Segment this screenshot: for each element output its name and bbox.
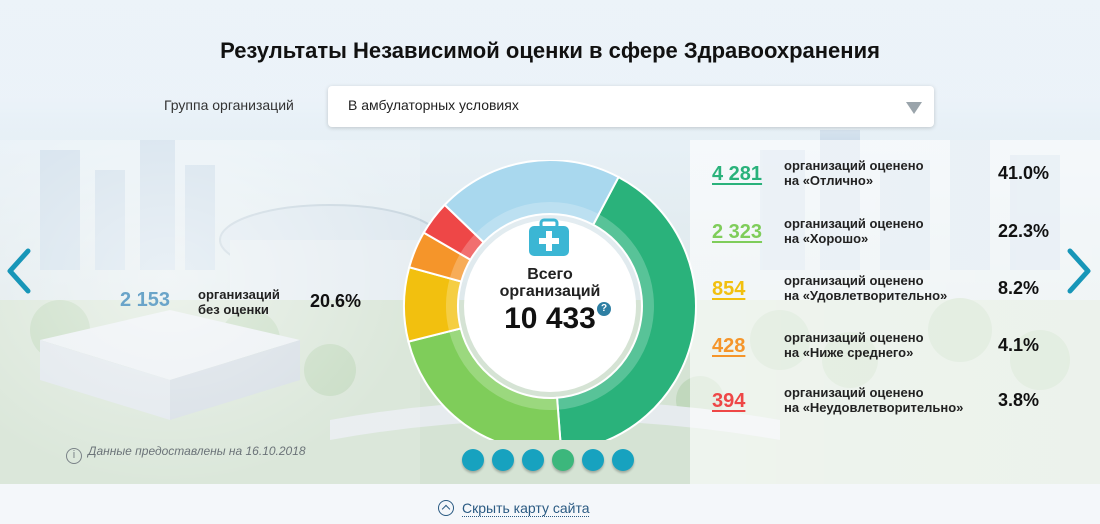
rating-desc-line2: на «Неудовлетворительно»: [784, 400, 964, 415]
source-note-text: Данные предоставлены на 16.10.2018: [88, 444, 306, 458]
hide-sitemap-text: Скрыть карту сайта: [462, 500, 590, 517]
rating-desc: организаций оценено на «Ниже среднего»: [784, 330, 924, 360]
no-evaluation-count: 2 153: [120, 289, 171, 311]
donut-segment-inner-ring: [557, 214, 654, 410]
rating-count[interactable]: 854: [712, 278, 746, 300]
rating-desc-line1: организаций оценено: [784, 216, 924, 231]
total-label: Всего организаций: [470, 266, 630, 300]
group-filter-label: Группа организаций: [164, 97, 294, 113]
right-overlay: [690, 140, 1100, 484]
left-overlay: [0, 140, 420, 484]
pager-dot[interactable]: [522, 449, 544, 471]
footer: [0, 484, 1100, 524]
page-title: Результаты Независимой оценки в сфере Зд…: [220, 38, 880, 63]
total-label-line1: Всего: [527, 266, 573, 283]
ratings-donut-chart: [403, 160, 697, 440]
rating-percent: 3.8%: [998, 390, 1040, 410]
donut-center: [464, 220, 636, 392]
chevron-left-icon[interactable]: [4, 248, 34, 294]
rating-row: 854 организаций оценено на «Удовлетворител…: [712, 273, 1062, 309]
donut-segment-inner-ring: [446, 278, 462, 332]
rating-desc-line2: на «Хорошо»: [784, 231, 869, 246]
slider-stage: [0, 0, 1100, 484]
group-filter-value: В амбулаторных условиях: [348, 97, 519, 113]
no-evaluation-desc-line2: без оценки: [198, 302, 269, 317]
pager-dot[interactable]: [582, 449, 604, 471]
no-evaluation-desc-line1: организаций: [198, 287, 280, 302]
rating-row: 428 организаций оценено на «Ниже среднего»…: [712, 330, 1062, 366]
total-label-line2: организаций: [499, 283, 601, 300]
pager-dot[interactable]: [492, 449, 514, 471]
donut-segment-no-evaluation: [443, 160, 620, 244]
medical-kit-icon: [529, 218, 569, 256]
rating-count[interactable]: 394: [712, 390, 746, 412]
pager-dot[interactable]: [462, 449, 484, 471]
donut-segment-inner-ring: [460, 233, 484, 260]
rating-row: 2 323 организаций оценено на «Хорошо» 22.3%: [712, 216, 1062, 252]
rating-row: 394 организаций оценено на «Неудовлетворит…: [712, 385, 1062, 421]
donut-segments: [403, 160, 697, 440]
no-evaluation-desc: организаций без оценки: [198, 287, 280, 317]
hide-sitemap-link[interactable]: Скрыть карту сайта: [438, 500, 590, 517]
rating-desc: организаций оценено на «Отлично»: [784, 158, 924, 188]
rating-count[interactable]: 4 281: [712, 163, 763, 185]
rating-percent: 22.3%: [998, 221, 1050, 241]
pager-dot-active[interactable]: [552, 449, 574, 471]
dropdown-arrow-icon: [906, 102, 922, 114]
group-filter-select[interactable]: В амбулаторных условиях: [328, 86, 934, 127]
rating-desc-line2: на «Удовлетворительно»: [784, 288, 948, 303]
rating-percent: 41.0%: [998, 163, 1050, 183]
rating-desc: организаций оценено на «Неудовлетворитель…: [784, 385, 963, 415]
chevron-up-icon: [438, 500, 454, 516]
rating-row: 4 281 организаций оценено на «Отлично» 41.0…: [712, 158, 1062, 194]
chevron-right-icon[interactable]: [1064, 248, 1094, 294]
rating-desc-line2: на «Отлично»: [784, 173, 874, 188]
rating-desc-line2: на «Ниже среднего»: [784, 345, 914, 360]
rating-count[interactable]: 428: [712, 335, 746, 357]
rating-percent: 4.1%: [998, 335, 1040, 355]
rating-desc-line1: организаций оценено: [784, 330, 924, 345]
rating-desc-line1: организаций оценено: [784, 385, 924, 400]
rating-desc: организаций оценено на «Удовлетворительно…: [784, 273, 947, 303]
donut-segment-inner-ring: [474, 202, 599, 243]
donut-segment: [555, 175, 697, 440]
rating-desc-line1: организаций оценено: [784, 273, 924, 288]
donut-segment-inner-ring: [449, 253, 471, 282]
rating-count[interactable]: 2 323: [712, 221, 763, 243]
donut-segment-inner-ring: [449, 328, 558, 410]
question-icon[interactable]: ?: [597, 302, 611, 316]
rating-percent: 8.2%: [998, 278, 1040, 298]
no-evaluation-percent: 20.6%: [310, 291, 362, 311]
rating-desc: организаций оценено на «Хорошо»: [784, 216, 924, 246]
total-count: 10 433: [504, 302, 596, 335]
info-icon: i: [66, 448, 82, 464]
rating-desc-line1: организаций оценено: [784, 158, 924, 173]
source-note: i Данные предоставлены на 16.10.2018: [66, 444, 306, 464]
pager-dot[interactable]: [612, 449, 634, 471]
